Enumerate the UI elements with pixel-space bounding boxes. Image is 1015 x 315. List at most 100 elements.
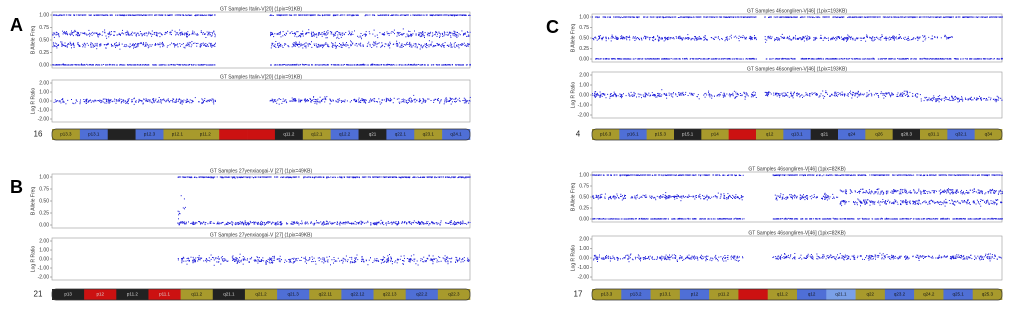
chromosome-band <box>247 129 275 140</box>
dot <box>455 15 456 16</box>
dot <box>599 17 600 18</box>
dot <box>138 46 139 47</box>
dot <box>450 37 451 38</box>
dot <box>188 43 189 44</box>
dot <box>70 35 71 36</box>
dot <box>424 223 425 224</box>
dot <box>673 59 674 60</box>
dot <box>619 17 620 18</box>
dot <box>65 34 66 35</box>
dot <box>381 220 382 221</box>
dot <box>414 261 415 262</box>
dot <box>160 15 161 16</box>
dot <box>290 259 291 260</box>
dot <box>257 224 258 225</box>
dot <box>376 224 377 225</box>
dot <box>456 15 457 16</box>
dot <box>460 224 461 225</box>
dot <box>380 15 381 16</box>
dot <box>675 59 676 60</box>
dot <box>303 44 304 45</box>
dot <box>313 225 314 226</box>
dot <box>292 46 293 47</box>
dot <box>91 33 92 34</box>
dot <box>401 45 402 46</box>
dot <box>398 34 399 35</box>
dot <box>361 261 362 262</box>
dot <box>61 43 62 44</box>
dot <box>186 101 187 102</box>
dot <box>67 100 68 101</box>
dot <box>121 102 122 103</box>
dot <box>365 15 366 16</box>
dot <box>92 32 93 33</box>
dot <box>67 44 68 45</box>
dot <box>432 222 433 223</box>
dot <box>179 43 180 44</box>
dot <box>296 44 297 45</box>
dot <box>335 46 336 47</box>
dot <box>455 31 456 32</box>
dot <box>154 34 155 35</box>
dot <box>369 101 370 102</box>
dot <box>163 44 164 45</box>
dot <box>370 99 371 100</box>
dot <box>437 65 438 66</box>
dot <box>322 36 323 37</box>
dot <box>657 58 658 59</box>
dot <box>378 261 379 262</box>
dot <box>370 44 371 45</box>
dot <box>292 223 293 224</box>
dot <box>401 223 402 224</box>
dot <box>416 177 417 178</box>
dot <box>53 15 54 16</box>
dot <box>679 17 680 18</box>
dot <box>174 45 175 46</box>
dot <box>178 211 179 212</box>
dot <box>99 33 100 34</box>
y-tick-label: 0.50 <box>39 37 49 43</box>
dot <box>237 258 238 259</box>
dot <box>356 257 357 258</box>
dot <box>93 44 94 45</box>
dot <box>53 33 54 34</box>
dot <box>206 261 207 262</box>
dot <box>409 98 410 99</box>
dot <box>182 104 183 105</box>
dot <box>271 223 272 224</box>
dot <box>343 15 344 16</box>
dot <box>210 46 211 47</box>
dot <box>203 32 204 33</box>
dot <box>382 222 383 223</box>
dot <box>672 17 673 18</box>
dot <box>659 58 660 59</box>
dot <box>340 44 341 45</box>
dot <box>185 45 186 46</box>
dot <box>155 43 156 44</box>
dot <box>165 101 166 102</box>
dot <box>268 177 269 178</box>
dot <box>188 221 189 222</box>
dot <box>645 58 646 59</box>
dot <box>179 211 180 212</box>
dot <box>336 224 337 225</box>
dot <box>462 259 463 260</box>
dot <box>164 100 165 101</box>
dot <box>692 58 693 59</box>
dot <box>81 15 82 16</box>
dot <box>148 46 149 47</box>
dot <box>418 265 419 266</box>
dot <box>310 98 311 99</box>
dot <box>430 260 431 261</box>
dot <box>193 257 194 258</box>
dot <box>754 17 755 18</box>
dot <box>311 261 312 262</box>
dot <box>285 260 286 261</box>
dot <box>409 177 410 178</box>
dot <box>326 224 327 225</box>
dot <box>370 45 371 46</box>
dot <box>274 257 275 258</box>
dot <box>344 34 345 35</box>
dot <box>323 46 324 47</box>
dot <box>183 257 184 258</box>
